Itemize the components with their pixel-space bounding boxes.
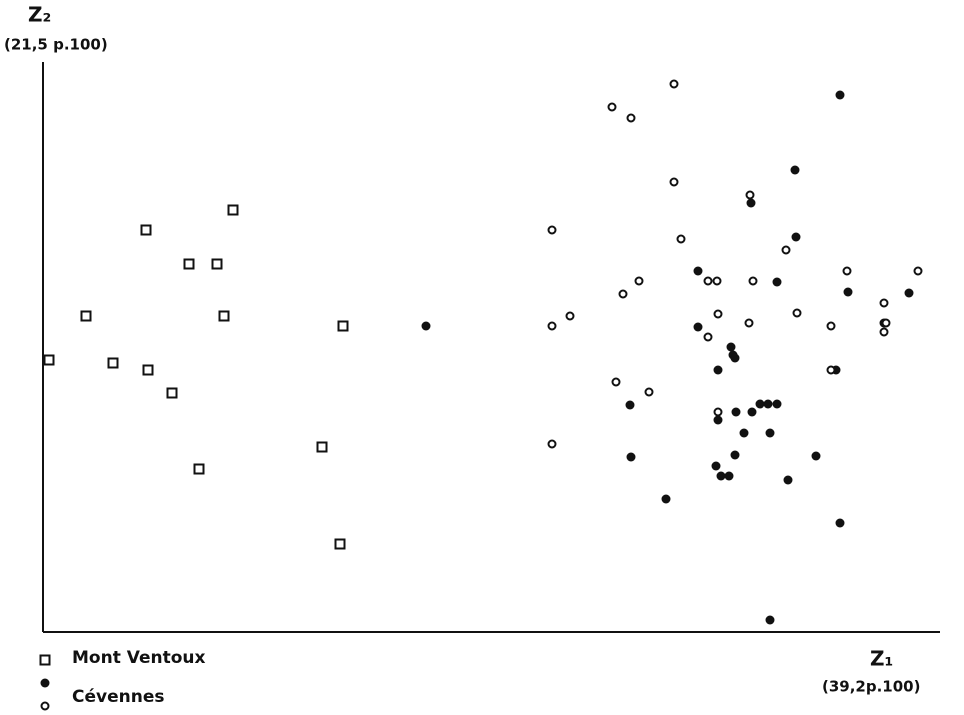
point (547, 439, 557, 449)
point (211, 258, 223, 270)
legend-marker (39, 654, 51, 666)
point (626, 113, 636, 123)
point (879, 327, 889, 337)
point (712, 276, 722, 286)
legend-marker (40, 701, 50, 711)
point (661, 494, 671, 504)
point (765, 428, 775, 438)
point (703, 332, 713, 342)
point (835, 90, 845, 100)
point (676, 234, 686, 244)
point (731, 407, 741, 417)
point (693, 322, 703, 332)
y-axis-label: Z₂ (28, 3, 51, 27)
point (730, 353, 740, 363)
point (611, 377, 621, 387)
point (337, 320, 349, 332)
point (783, 475, 793, 485)
point (107, 357, 119, 369)
point (811, 451, 821, 461)
point (634, 276, 644, 286)
point (716, 471, 726, 481)
point (625, 400, 635, 410)
point (43, 354, 55, 366)
point (724, 471, 734, 481)
point (747, 407, 757, 417)
y-axis-sublabel: (21,5 p.100) (4, 36, 108, 54)
point (547, 321, 557, 331)
point (626, 452, 636, 462)
legend-label: Mont Ventoux (72, 648, 206, 668)
point (142, 364, 154, 376)
point (565, 311, 575, 321)
point (748, 276, 758, 286)
point (140, 224, 152, 236)
point (765, 615, 775, 625)
legend-marker (40, 678, 50, 688)
point (843, 287, 853, 297)
point (746, 198, 756, 208)
point (713, 365, 723, 375)
point (713, 309, 723, 319)
legend-label: Cévennes (72, 687, 164, 707)
point (711, 461, 721, 471)
point (842, 266, 852, 276)
point (693, 266, 703, 276)
point (904, 288, 914, 298)
point (790, 165, 800, 175)
point (826, 365, 836, 375)
point (792, 308, 802, 318)
point (607, 102, 617, 112)
point (618, 289, 628, 299)
point (547, 225, 557, 235)
point (745, 190, 755, 200)
point (913, 266, 923, 276)
point (772, 399, 782, 409)
point (763, 399, 773, 409)
point (183, 258, 195, 270)
point (316, 441, 328, 453)
point (730, 450, 740, 460)
point (334, 538, 346, 550)
point (80, 310, 92, 322)
point (166, 387, 178, 399)
point (713, 407, 723, 417)
point (193, 463, 205, 475)
point (881, 318, 891, 328)
x-axis-label: Z₁ (870, 647, 893, 671)
point (835, 518, 845, 528)
point (421, 321, 431, 331)
point (703, 276, 713, 286)
point (755, 399, 765, 409)
point (227, 204, 239, 216)
point (669, 79, 679, 89)
point (772, 277, 782, 287)
point (739, 428, 749, 438)
x-axis-sublabel: (39,2p.100) (822, 678, 920, 696)
point (791, 232, 801, 242)
point (726, 342, 736, 352)
point (644, 387, 654, 397)
point (669, 177, 679, 187)
point (218, 310, 230, 322)
point (713, 415, 723, 425)
point (826, 321, 836, 331)
point (879, 298, 889, 308)
point (781, 245, 791, 255)
point (744, 318, 754, 328)
